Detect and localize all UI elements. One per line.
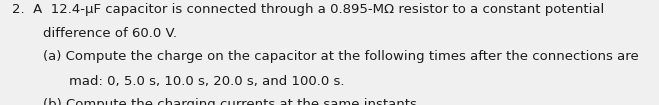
Text: 2.  A  12.4-μF capacitor is connected through a 0.895-MΩ resistor to a constant : 2. A 12.4-μF capacitor is connected thro… — [12, 3, 604, 16]
Text: (a) Compute the charge on the capacitor at the following times after the connect: (a) Compute the charge on the capacitor … — [43, 50, 639, 63]
Text: difference of 60.0 V.: difference of 60.0 V. — [43, 27, 177, 40]
Text: (b) Compute the charging currents at the same instants.: (b) Compute the charging currents at the… — [43, 98, 421, 105]
Text: mad: 0, 5.0 s, 10.0 s, 20.0 s, and 100.0 s.: mad: 0, 5.0 s, 10.0 s, 20.0 s, and 100.0… — [69, 75, 345, 88]
